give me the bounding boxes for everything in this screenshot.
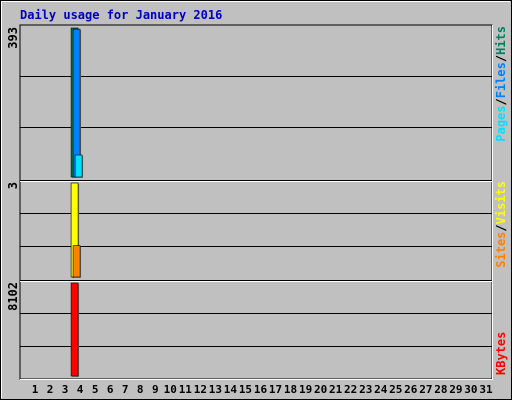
x-tick-label: 3 — [62, 383, 69, 396]
x-tick-label: 28 — [434, 383, 447, 396]
x-tick-label: 6 — [107, 383, 114, 396]
y-max-label: 393 — [6, 27, 20, 49]
x-tick-label: 26 — [404, 383, 418, 396]
x-tick-label: 29 — [449, 383, 462, 396]
x-tick-label: 11 — [179, 383, 193, 396]
x-tick-label: 16 — [254, 383, 268, 396]
x-tick-label: 24 — [374, 383, 388, 396]
x-tick-label: 31 — [479, 383, 493, 396]
x-tick-label: 20 — [314, 383, 327, 396]
x-tick-label: 13 — [209, 383, 222, 396]
x-tick-label: 21 — [329, 383, 343, 396]
bar-pages-day-4 — [74, 154, 83, 178]
x-tick-label: 15 — [239, 383, 252, 396]
x-tick-label: 17 — [269, 383, 282, 396]
x-tick-label: 30 — [464, 383, 477, 396]
legend-item: / — [494, 224, 508, 231]
x-tick-label: 7 — [122, 383, 129, 396]
x-tick-label: 23 — [359, 383, 372, 396]
y-max-label: 8102 — [6, 282, 20, 311]
x-tick-labels: 1 2 3 4 5 6 7 8 9 10 11 12 13 14 15 16 17 18 19 20 21 22 23 24 2… — [32, 383, 493, 396]
legend-item: Hits — [494, 26, 508, 55]
legend: Pages/Files/Hits — [494, 26, 508, 142]
x-tick-label: 8 — [137, 383, 144, 396]
legend: Sites/Visits — [494, 181, 508, 268]
y-max-labels: 393 3 8102 — [6, 27, 20, 311]
x-tick-label: 5 — [92, 383, 99, 396]
x-tick-label: 12 — [194, 383, 207, 396]
legend-item: KBytes — [494, 332, 508, 375]
x-tick-label: 2 — [47, 383, 54, 396]
legend-item: Visits — [494, 181, 508, 224]
grid-lines — [20, 76, 492, 347]
x-tick-label: 25 — [389, 383, 402, 396]
legend: KBytes — [494, 332, 508, 375]
legend-item: Sites — [494, 232, 508, 268]
x-tick-label: 27 — [419, 383, 432, 396]
chart-title: Daily usage for January 2016 — [20, 8, 222, 22]
y-max-label: 3 — [6, 182, 20, 189]
legend-item: / — [494, 55, 508, 62]
x-tick-label: 4 — [77, 383, 84, 396]
x-tick-label: 10 — [164, 383, 177, 396]
x-tick-label: 9 — [152, 383, 159, 396]
legend-item: / — [494, 98, 508, 105]
x-tick-label: 1 — [32, 383, 39, 396]
bar-sites-day-4 — [72, 245, 81, 278]
legend-item: Pages — [494, 106, 508, 142]
legend-item: Files — [494, 62, 508, 98]
x-tick-label: 18 — [284, 383, 297, 396]
x-tick-label: 14 — [224, 383, 238, 396]
bar-kbytes-day-4 — [70, 282, 79, 377]
x-tick-label: 19 — [299, 383, 312, 396]
plot-area — [19, 24, 493, 380]
bars — [70, 27, 84, 377]
x-tick-label: 22 — [344, 383, 357, 396]
